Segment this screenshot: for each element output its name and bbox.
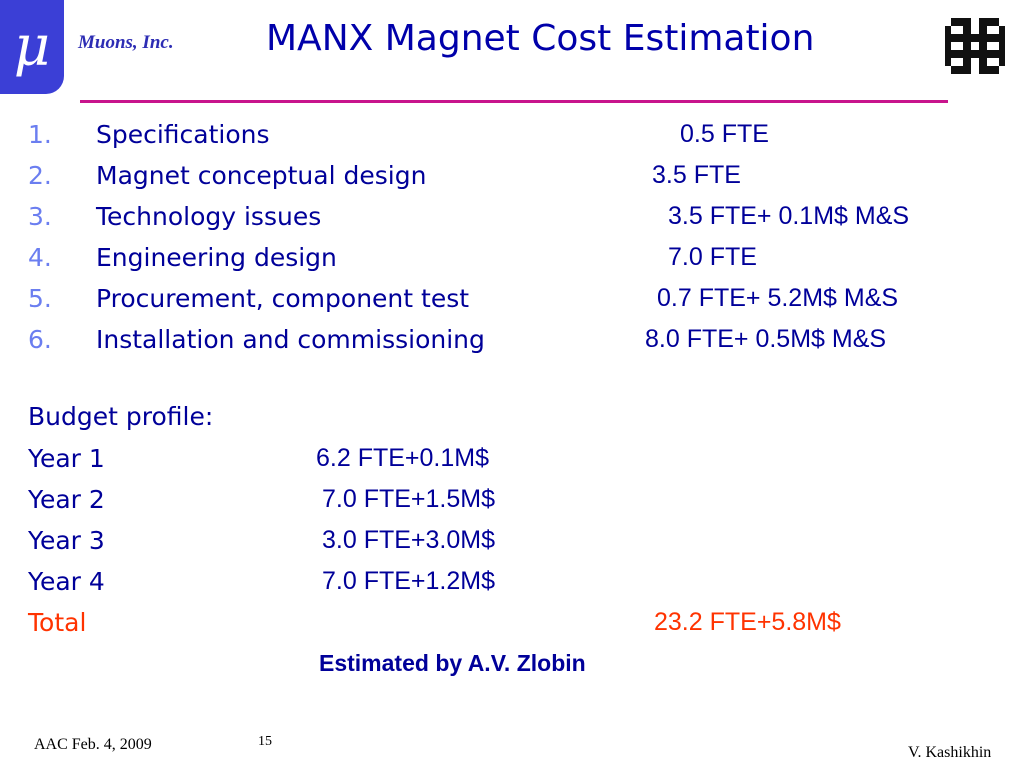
budget-year-value: 3.0 FTE+3.0M$: [322, 526, 495, 554]
task-name: Specifications: [96, 120, 270, 149]
company-name: Muons, Inc.: [78, 32, 174, 53]
task-name: Procurement, component test: [96, 284, 470, 313]
page-number: 15: [258, 734, 272, 749]
task-cost: 3.5 FTE+ 0.1M$ M&S: [668, 202, 910, 230]
budget-year-label: Year 1: [28, 444, 105, 473]
budget-total-label: Total: [28, 608, 87, 637]
task-cost: 8.0 FTE+ 0.5M$ M&S: [645, 325, 887, 353]
task-name: Technology issues: [96, 202, 322, 231]
mu-glyph: μ: [13, 14, 51, 79]
task-name: Installation and commissioning: [96, 325, 485, 354]
task-number: 2.: [28, 161, 52, 190]
budget-total-value: 23.2 FTE+5.8M$: [654, 608, 841, 636]
task-number: 6.: [28, 325, 52, 354]
task-number: 5.: [28, 284, 52, 313]
task-name: Engineering design: [96, 243, 337, 272]
estimated-by: Estimated by A.V. Zlobin: [319, 650, 586, 676]
task-cost: 7.0 FTE: [668, 243, 757, 271]
budget-year-label: Year 4: [28, 567, 105, 596]
budget-heading: Budget profile:: [28, 402, 214, 431]
title-divider: [80, 100, 948, 103]
task-name: Magnet conceptual design: [96, 161, 427, 190]
task-cost: 0.7 FTE+ 5.2M$ M&S: [657, 284, 899, 312]
budget-year-value: 7.0 FTE+1.5M$: [322, 485, 495, 513]
task-number: 3.: [28, 202, 52, 231]
muons-logo-icon: μ: [0, 0, 64, 94]
budget-year-label: Year 2: [28, 485, 105, 514]
task-number: 4.: [28, 243, 52, 272]
slide-title: MANX Magnet Cost Estimation: [266, 18, 815, 59]
footer-date: AAC Feb. 4, 2009: [34, 736, 152, 753]
task-number: 1.: [28, 120, 52, 149]
budget-year-label: Year 3: [28, 526, 105, 555]
budget-year-value: 6.2 FTE+0.1M$: [316, 444, 489, 472]
fermilab-logo-icon: [945, 18, 1005, 74]
budget-year-value: 7.0 FTE+1.2M$: [322, 567, 495, 595]
task-cost: 3.5 FTE: [652, 161, 741, 189]
task-cost: 0.5 FTE: [680, 120, 769, 148]
footer-author: V. Kashikhin: [908, 744, 992, 761]
